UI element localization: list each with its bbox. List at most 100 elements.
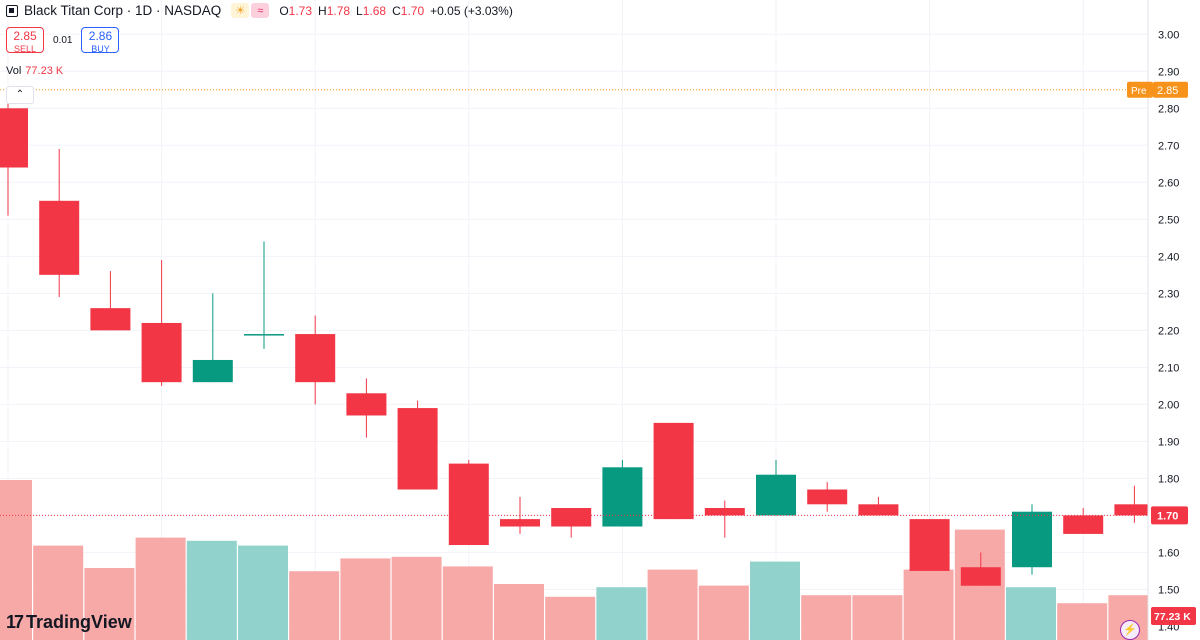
symbol-logo-icon [6,4,18,17]
price-change: +0.05 (+3.03%) [430,3,513,18]
last-price-text: 1.70 [1157,510,1178,522]
volume-value: 77.23 K [25,65,64,77]
trade-panel: 2.85 SELL 0.01 2.86 BUY [6,27,120,54]
price-tick-label: 2.60 [1158,177,1179,189]
volume-bar [801,595,852,640]
candle-body [909,519,950,571]
price-tick-label: 3.00 [1158,29,1179,41]
price-tick-label: 2.40 [1158,251,1179,263]
sell-price: 2.85 [13,29,37,43]
extended-session-icon[interactable]: ≈ [251,3,270,18]
price-tick-label: 1.80 [1158,473,1179,485]
chevron-up-icon: ⌃ [15,89,25,100]
pre-price-text: 2.85 [1157,85,1178,97]
candle-body [244,334,284,336]
candle-body [602,467,643,527]
volume-bar [1057,603,1108,640]
volume-bars [0,480,1159,640]
candle-body [960,567,1001,586]
sell-button[interactable]: 2.85 SELL [6,27,44,54]
candle-body [192,359,233,383]
candle-body [346,393,387,416]
price-tick-label: 2.70 [1158,140,1179,152]
symbol-header: Black Titan Corp · 1D · NASDAQ ☀ ≈ O1.73… [6,3,519,18]
sell-label: SELL [13,44,37,54]
brand-name: TradingView [26,612,132,632]
buy-button[interactable]: 2.86 BUY [81,27,120,54]
price-tick-label: 1.50 [1158,584,1179,596]
volume-bar [647,569,698,640]
candle-body [141,322,182,383]
candle-body [858,504,899,516]
price-tick-label: 2.80 [1158,103,1179,115]
volume-legend[interactable]: Vol 77.23 K [6,65,63,77]
candle-body [397,408,438,490]
candle-body [448,463,489,546]
volume-bar [238,545,288,640]
candle-body [295,334,336,383]
volume-bar [494,584,544,640]
tradingview-logo[interactable]: 17 TradingView [6,612,132,633]
volume-bar [289,571,340,640]
last-price-tag [1151,506,1188,525]
ohlc-high: H1.78 [318,3,351,18]
pre-market-label: Pre 2.85 [1127,81,1188,98]
buy-label: BUY [91,44,110,54]
candle-body [704,508,745,516]
candle-body [1012,511,1052,568]
pre-price-tag [1153,81,1188,98]
volume-bar [340,558,391,640]
volume-bar [903,569,954,640]
volume-label: Vol [6,65,22,77]
ohlc-low: L1.68 [356,3,387,18]
candle-body [500,519,540,527]
volume-bar [442,566,493,640]
price-tick-label: 1.60 [1158,547,1179,559]
volume-bar [0,480,32,640]
volume-bar [852,595,903,640]
market-hours-icon[interactable]: ☀ [231,3,250,18]
candles [0,89,1155,586]
ohlc-close: C1.70 [392,3,425,18]
collapse-legend-button[interactable]: ⌃ [6,86,34,104]
price-tick-label: 2.90 [1158,66,1179,78]
candle-body [39,200,80,275]
price-lines [0,89,1148,516]
volume-bar [698,585,749,640]
symbol-title[interactable]: Black Titan Corp · 1D · NASDAQ [24,3,222,18]
volume-bar [186,540,237,640]
buy-price: 2.86 [88,29,113,43]
price-axis: 3.00 2.90 2.80 2.70 2.60 2.50 2.40 2.30 2.20 2.10… [1127,0,1200,640]
tv-logo-icon: 17 [6,612,24,632]
price-tick-label: 2.50 [1158,214,1179,226]
candle-body [1114,504,1155,516]
volume-bar [750,561,800,640]
price-tick-label: 2.30 [1158,288,1179,300]
candle-body [1063,515,1104,534]
pre-tag-text: Pre [1131,86,1147,97]
candle-body [756,474,796,516]
volume-bar [84,568,135,640]
volume-bar [1006,587,1056,640]
price-tick-label: 2.20 [1158,325,1179,337]
ohlc-open: O1.73 [279,3,313,18]
price-tick-label: 2.00 [1158,399,1179,411]
volume-bar [596,587,647,640]
price-axis-bg [1148,0,1200,640]
candle-body [807,489,848,505]
volume-bar [545,596,596,640]
candle-body [0,108,28,168]
spread-value: 0.01 [53,34,73,46]
price-tick-label: 2.10 [1158,362,1179,374]
pre-tag [1127,81,1153,98]
candle-body [551,508,592,527]
volume-bar [33,545,84,640]
volume-bar [135,537,186,640]
last-volume-text: 77.23 K [1154,611,1191,623]
candle-body [90,308,131,331]
candle-body [653,422,694,520]
volume-bar [391,556,442,640]
lightning-icon[interactable]: ⚡ [1120,620,1140,640]
last-volume-tag [1151,607,1196,625]
